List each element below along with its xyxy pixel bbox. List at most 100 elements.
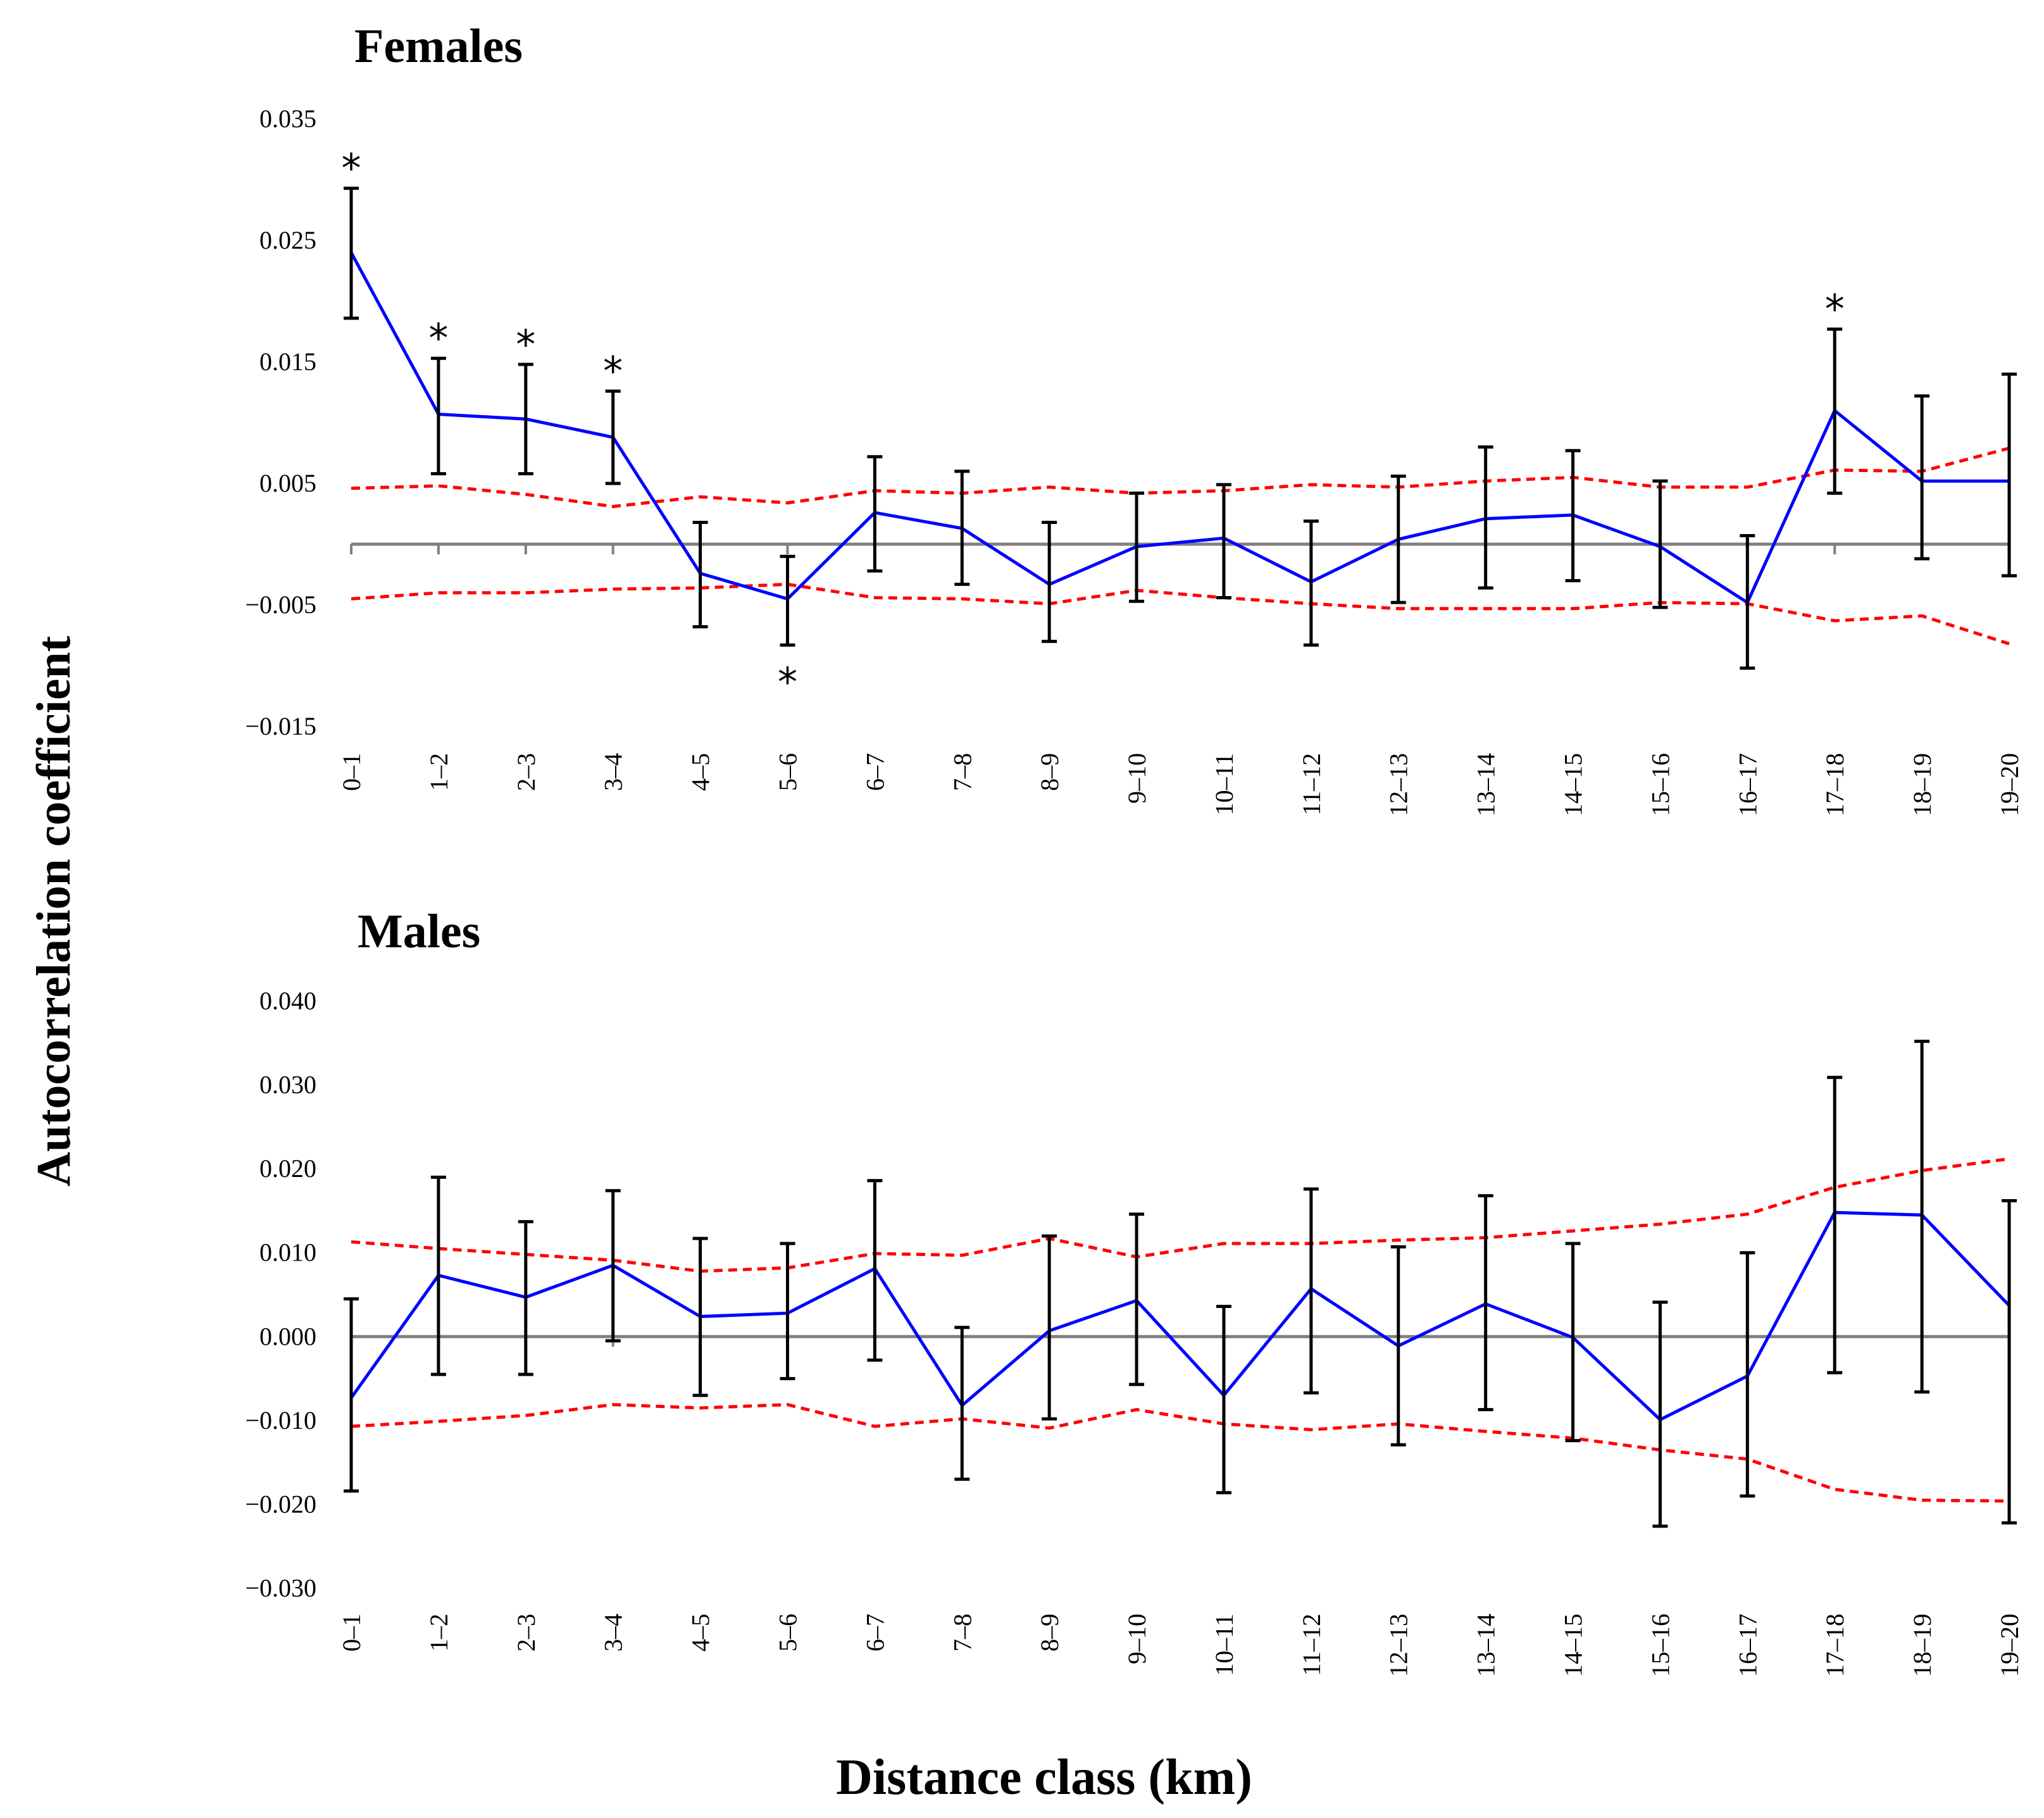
y-tick-label: 0.010 <box>259 1238 316 1267</box>
x-tick-label: 7–8 <box>948 1614 976 1652</box>
error-bar <box>692 1236 708 1397</box>
significance-star: * <box>778 659 797 705</box>
x-tick-label: 19–20 <box>1995 753 2024 816</box>
females-title: Females <box>354 20 523 73</box>
error-bar <box>1827 327 1843 495</box>
error-bar <box>1390 474 1406 604</box>
error-bar <box>1565 449 1581 583</box>
significance-star: * <box>342 145 361 191</box>
error-bar <box>1914 394 1930 561</box>
x-tick-label: 0–1 <box>337 753 366 791</box>
error-bar <box>1478 445 1493 590</box>
error-bar <box>344 1297 359 1493</box>
error-bar <box>2002 372 2017 578</box>
x-tick-label: 10–11 <box>1210 753 1238 816</box>
error-bar <box>344 186 359 320</box>
x-tick-label: 1–2 <box>425 753 453 791</box>
significance-star: * <box>516 321 535 368</box>
error-bar <box>1740 1251 1755 1498</box>
x-tick-label: 15–16 <box>1646 1614 1674 1677</box>
x-tick-label: 13–14 <box>1472 753 1500 816</box>
x-tick-label: 5–6 <box>773 1614 802 1652</box>
x-tick-label: 9–10 <box>1123 753 1151 804</box>
error-bar <box>1478 1194 1493 1412</box>
x-tick-label: 6–7 <box>861 753 889 791</box>
error-bar <box>867 455 883 573</box>
x-tick-label: 7–8 <box>948 753 976 791</box>
x-tick-label: 13–14 <box>1472 1614 1500 1677</box>
error-bar <box>1216 1305 1231 1495</box>
x-tick-label: 2–3 <box>512 1614 540 1652</box>
y-tick-label: 0.035 <box>259 104 316 133</box>
y-tick-label: −0.005 <box>245 590 316 619</box>
females-panel: Females 0.035 0.025 0.015 0.005 −0.005 −0.015… <box>245 20 2024 816</box>
x-tick-label: 8–9 <box>1035 1614 1064 1652</box>
x-tick-label: 9–10 <box>1123 1614 1151 1664</box>
y-tick-label: 0.020 <box>259 1154 316 1183</box>
x-tick-label: 16–17 <box>1733 753 1762 816</box>
x-tick-label: 2–3 <box>512 753 540 791</box>
error-bar <box>1129 1212 1145 1386</box>
y-tick-label: −0.030 <box>245 1574 316 1602</box>
x-tick-label: 3–4 <box>599 1614 628 1652</box>
series-line-r <box>349 1211 2010 1422</box>
x-tick-label: 14–15 <box>1559 753 1588 816</box>
y-tick-label: 0.000 <box>259 1322 316 1350</box>
y-tick-label: 0.015 <box>259 347 316 376</box>
x-tick-label: 16–17 <box>1733 1614 1762 1677</box>
error-bar <box>430 1175 446 1376</box>
error-bar <box>1042 1234 1057 1421</box>
y-tick-label: −0.020 <box>245 1490 316 1518</box>
y-tick-label: −0.015 <box>245 712 316 740</box>
y-tick-label: 0.025 <box>259 226 316 254</box>
x-tick-label: 5–6 <box>773 753 802 791</box>
error-bar <box>1565 1242 1581 1443</box>
error-bar <box>605 1189 621 1343</box>
x-tick-label: 0–1 <box>337 1614 366 1652</box>
x-tick-label: 11–12 <box>1297 1614 1326 1676</box>
error-bar <box>1652 1300 1668 1528</box>
x-tick-label: 3–4 <box>599 753 628 791</box>
error-bar <box>1914 1040 1930 1394</box>
y-axis-label: Autocorrelation coefficient <box>27 636 80 1186</box>
series-line-r <box>349 252 2009 605</box>
y-tick-label: 0.030 <box>259 1071 316 1099</box>
error-bar <box>780 1242 795 1381</box>
y-tick-label: 0.005 <box>259 469 316 497</box>
y-tick-label: 0.040 <box>259 987 316 1015</box>
x-tick-label: 4–5 <box>687 753 715 791</box>
significance-star: * <box>428 315 448 361</box>
error-bar <box>692 520 708 629</box>
x-tick-label: 4–5 <box>687 1614 715 1652</box>
x-tick-label: 12–13 <box>1385 753 1413 816</box>
x-tick-label: 10–11 <box>1210 1614 1238 1676</box>
series-line-u95 <box>351 1157 2010 1273</box>
error-bar <box>1303 1187 1319 1395</box>
x-tick-label: 18–19 <box>1908 753 1936 816</box>
error-bar <box>518 363 533 476</box>
males-title: Males <box>358 905 480 958</box>
error-bar <box>1129 491 1145 603</box>
series-line-u95 <box>351 446 2010 509</box>
x-tick-label: 18–19 <box>1908 1614 1936 1677</box>
error-bar <box>1216 483 1231 599</box>
error-bar <box>954 470 970 586</box>
x-tick-label: 1–2 <box>425 1614 453 1652</box>
error-bar <box>2002 1199 2017 1525</box>
error-bar <box>1303 520 1319 647</box>
error-bar <box>780 554 795 647</box>
error-bar <box>1042 520 1057 644</box>
x-tick-label: 19–20 <box>1995 1614 2024 1677</box>
error-bar <box>1827 1076 1843 1374</box>
error-bar <box>1740 534 1755 670</box>
error-bar <box>605 389 621 485</box>
error-bar <box>954 1326 970 1481</box>
x-tick-label: 17–18 <box>1821 753 1849 816</box>
series-line-l95 <box>351 1403 2010 1503</box>
x-tick-label: 8–9 <box>1035 753 1064 791</box>
x-axis-label: Distance class (km) <box>836 1750 1252 1805</box>
significance-star: * <box>603 348 623 394</box>
series-line-l95 <box>351 582 2010 645</box>
error-bar <box>867 1179 883 1362</box>
